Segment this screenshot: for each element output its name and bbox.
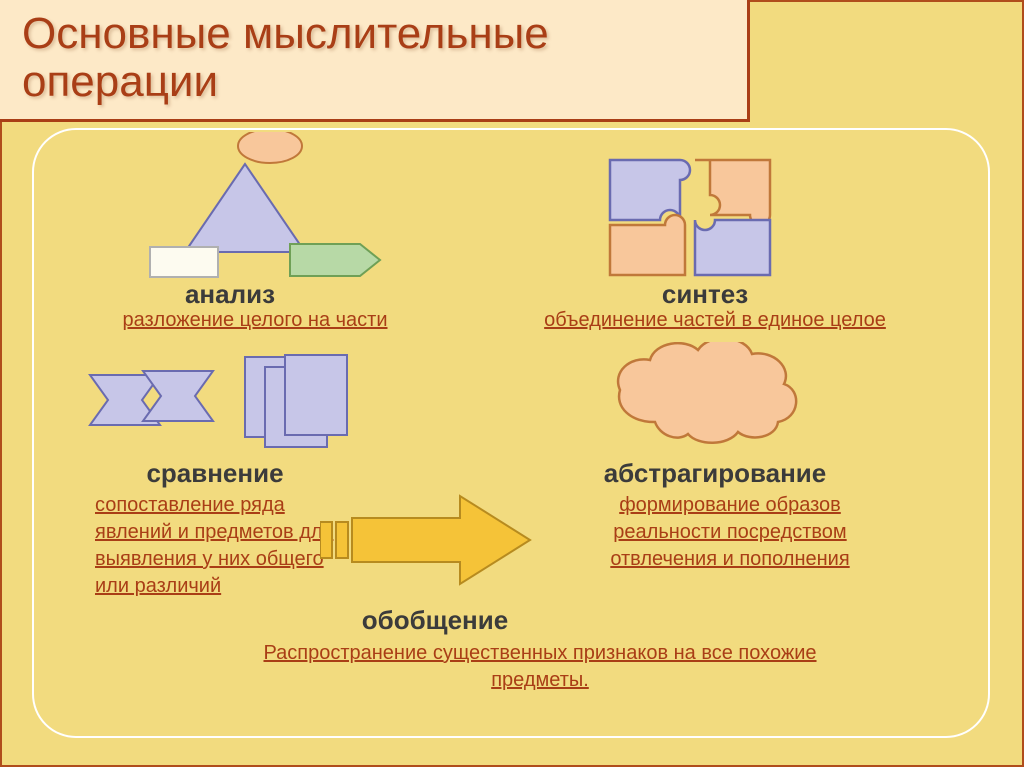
abstraction-illustration <box>605 342 835 462</box>
slide-title: Основные мыслительные операции <box>22 10 725 107</box>
analysis-illustration <box>130 132 390 272</box>
comparison-definition: сопоставление ряда явлений и предметов д… <box>95 492 335 600</box>
generalization-title: обобщение <box>335 605 535 636</box>
comparison-illustration <box>80 345 380 455</box>
abstraction-title: абстрагирование <box>565 458 865 489</box>
synthesis-definition: объединение частей в единое целое <box>505 307 925 334</box>
analysis-title: анализ <box>120 279 340 310</box>
generalization-illustration <box>320 490 535 590</box>
abstraction-definition: формирование образов реальности посредст… <box>570 492 890 573</box>
analysis-definition: разложение целого на части <box>90 307 420 334</box>
synthesis-illustration <box>600 150 800 288</box>
title-box: Основные мыслительные операции <box>0 0 750 122</box>
comparison-title: сравнение <box>100 458 330 489</box>
generalization-definition: Распространение существенных признаков н… <box>255 640 825 694</box>
synthesis-title: синтез <box>565 279 845 310</box>
